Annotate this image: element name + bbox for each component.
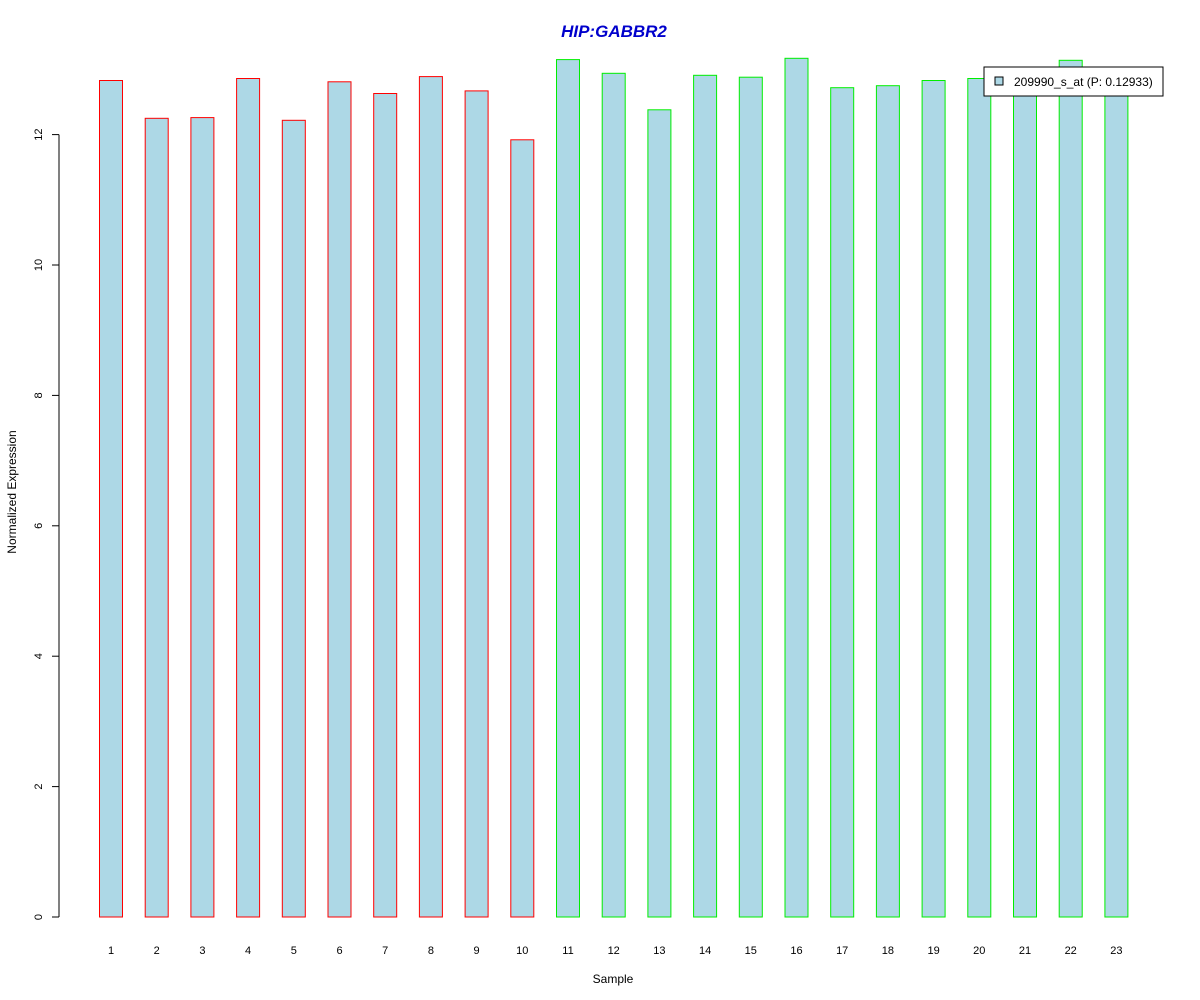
bar-sample-23	[1104, 78, 1129, 918]
legend: 209990_s_at (P: 0.12933)	[983, 66, 1164, 97]
bar-sample-12	[601, 72, 626, 918]
bar-sample-15	[738, 76, 763, 918]
bar-sample-21	[1013, 74, 1037, 918]
x-axis-labels: 1 2 3 4 5 6 7 8 9 10 11 12 13 14 15 16 17 18 19 20 21 22 23	[108, 945, 1123, 957]
bar-sample-17	[830, 87, 855, 918]
x-axis-title: Sample	[593, 972, 634, 986]
x-tick-label: 10	[516, 945, 528, 957]
x-tick-label: 19	[927, 945, 939, 957]
y-axis-title: Normalized Expression	[5, 430, 19, 553]
bars-group	[99, 57, 1129, 918]
bar-sample-8	[418, 76, 443, 918]
bar-sample-1	[99, 80, 123, 918]
bar-sample-6	[327, 81, 352, 918]
x-tick-label: 20	[973, 945, 985, 957]
x-tick-label: 13	[653, 945, 665, 957]
bar-sample-10	[510, 139, 535, 918]
x-tick-label: 15	[745, 945, 757, 957]
bar-sample-19	[921, 80, 946, 918]
legend-box	[983, 66, 1164, 97]
y-tick-label: 8	[33, 392, 45, 398]
x-tick-label: 1	[108, 945, 114, 957]
x-tick-label: 21	[1019, 945, 1031, 957]
x-tick-label: 6	[336, 945, 342, 957]
bar-sample-4	[236, 78, 261, 918]
x-tick-label: 2	[154, 945, 160, 957]
bar-sample-7	[373, 93, 398, 918]
legend-swatch	[994, 76, 1004, 86]
x-tick-label: 9	[474, 945, 480, 957]
x-tick-label: 14	[699, 945, 711, 957]
y-tick-label: 2	[33, 784, 45, 790]
y-tick-label: 12	[33, 128, 45, 140]
bar-sample-3	[190, 117, 215, 918]
x-tick-label: 16	[790, 945, 802, 957]
bar-sample-13	[647, 109, 672, 918]
bar-sample-14	[693, 74, 718, 918]
x-tick-label: 3	[199, 945, 205, 957]
x-tick-label: 11	[562, 945, 573, 957]
chart-title: HIP:GABBR2	[561, 22, 667, 41]
y-tick-label: 6	[33, 523, 45, 529]
bar-sample-2	[144, 117, 169, 918]
x-tick-label: 8	[428, 945, 434, 957]
bar-sample-11	[556, 59, 580, 918]
bar-sample-5	[281, 119, 306, 918]
bar-sample-22	[1058, 59, 1083, 918]
bar-sample-16	[784, 57, 809, 918]
y-axis: 0 2 4 6 8 10 12	[33, 128, 60, 920]
x-tick-label: 22	[1065, 945, 1077, 957]
y-tick-label: 4	[33, 653, 45, 659]
bar-sample-20	[967, 78, 992, 918]
x-tick-label: 7	[382, 945, 388, 957]
legend-label: 209990_s_at (P: 0.12933)	[1014, 75, 1153, 89]
x-tick-label: 12	[608, 945, 620, 957]
x-tick-label: 17	[836, 945, 848, 957]
bar-sample-9	[464, 90, 489, 918]
bar-sample-18	[875, 85, 900, 918]
y-tick-label: 10	[33, 259, 45, 271]
y-tick-label: 0	[33, 914, 45, 920]
x-tick-label: 23	[1110, 945, 1122, 957]
x-tick-label: 18	[882, 945, 894, 957]
x-tick-label: 4	[245, 945, 251, 957]
x-tick-label: 5	[291, 945, 297, 957]
